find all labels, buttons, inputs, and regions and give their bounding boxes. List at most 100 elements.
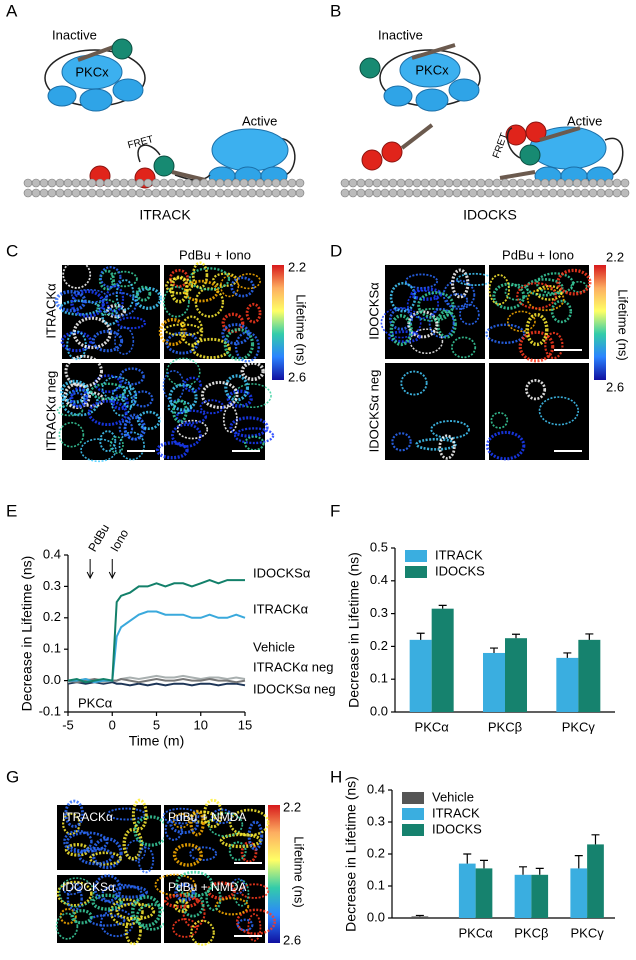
cell-signal — [183, 376, 202, 393]
membrane-bead — [556, 178, 566, 188]
rod — [411, 43, 456, 60]
membrane-bead — [420, 178, 430, 188]
cell-signal — [164, 818, 183, 841]
bar — [483, 652, 505, 712]
membrane-bead — [604, 188, 614, 198]
y-tick-label: 0.0 — [370, 703, 388, 718]
cell-signal — [121, 385, 138, 409]
membrane-bead — [95, 188, 105, 198]
membrane-bead — [524, 188, 534, 198]
cell-signal — [116, 316, 147, 330]
membrane-bead — [348, 178, 358, 188]
membrane-bead — [239, 178, 249, 188]
domain — [383, 85, 413, 107]
membrane-bead — [508, 188, 518, 198]
membrane-bead — [564, 188, 574, 198]
membrane-bead — [55, 188, 65, 198]
cell-signal — [235, 908, 276, 935]
cell-signal — [214, 897, 250, 916]
cell-signal — [172, 843, 203, 867]
membrane-bead — [175, 188, 185, 198]
fret-arrow — [506, 127, 521, 159]
error-bar — [416, 632, 425, 640]
membrane-bead — [396, 188, 406, 198]
cell-signal — [135, 285, 152, 302]
cell-signal — [191, 261, 209, 289]
cell-signal — [538, 396, 580, 426]
row-label: ITRACKα — [43, 283, 58, 339]
series-label: IDOCKSα neg — [253, 681, 336, 696]
cell-signal — [240, 361, 265, 382]
membrane-bead — [159, 178, 169, 188]
cell-signal — [203, 798, 223, 829]
cell-signal — [162, 807, 200, 825]
cell-signal — [446, 293, 469, 308]
panel-letter: E — [6, 501, 17, 520]
membrane-bead — [572, 178, 582, 188]
x-tick-label: PKCβ — [488, 719, 522, 734]
series-label: Vehicle — [253, 639, 295, 654]
cell-signal — [65, 831, 109, 853]
membrane-bead — [580, 188, 590, 198]
cell-signal — [131, 798, 148, 831]
cell-signal — [169, 275, 189, 304]
row-label: ITRACKα neg — [43, 371, 58, 452]
membrane-bead — [183, 178, 193, 188]
bar — [570, 868, 588, 918]
colorbar-label: Lifetime (ns) — [292, 836, 307, 908]
image-label: IDOCKSα — [62, 880, 115, 894]
panel-letter: G — [6, 767, 19, 786]
cell-signal — [55, 912, 79, 940]
colorbar-label: Lifetime (ns) — [294, 294, 309, 366]
membrane-bead — [247, 188, 257, 198]
membrane-bead — [55, 178, 65, 188]
y-tick-label: 0.3 — [370, 605, 388, 620]
membrane-bead — [167, 178, 177, 188]
membrane-bead — [223, 178, 233, 188]
cell-signal — [219, 275, 240, 298]
panel-letter: H — [330, 767, 342, 786]
cell-signal — [113, 885, 148, 899]
micrograph — [489, 363, 589, 460]
membrane-bead — [372, 188, 382, 198]
membrane-bead — [135, 188, 145, 198]
membrane-bead — [295, 178, 305, 188]
arrow-head — [108, 571, 116, 580]
cell-signal — [191, 337, 231, 360]
bar — [531, 874, 549, 918]
cell-signal — [380, 307, 422, 339]
y-tick-label: 0.2 — [370, 638, 388, 653]
membrane-bead — [271, 188, 281, 198]
membrane-bead — [87, 188, 97, 198]
membrane-bead — [47, 188, 57, 198]
label: PKCx — [75, 64, 109, 79]
cell-signal — [226, 389, 253, 408]
treatment-label: PdBu + Iono — [179, 247, 251, 262]
cell-signal — [506, 310, 536, 332]
label: IDOCKS — [463, 207, 517, 223]
y-tick-label: 0.1 — [43, 641, 61, 656]
diagram-b: Inactive PKCx Active FRET IDOCKS — [359, 27, 624, 223]
membrane-bead — [612, 188, 622, 198]
membrane-bead — [207, 188, 217, 198]
rod — [400, 123, 434, 150]
cell-signal — [109, 436, 124, 454]
legend-swatch — [402, 792, 424, 804]
cell-signal — [60, 330, 93, 353]
inset-label: PKCα — [78, 695, 113, 710]
y-tick-label: 0.0 — [43, 672, 61, 687]
domain — [47, 85, 77, 107]
cell-signal — [244, 435, 265, 452]
cell-signal — [71, 288, 107, 304]
error-bar — [415, 914, 424, 917]
cell-signal — [137, 846, 155, 874]
cell-signal — [163, 893, 200, 909]
label: FRET — [127, 134, 155, 151]
cell-signal — [228, 808, 270, 837]
cell-signal — [544, 331, 564, 360]
cell-signal — [96, 299, 118, 316]
y-tick-label: -0.1 — [39, 703, 61, 718]
membrane-bead — [47, 178, 57, 188]
cell-signal — [205, 885, 222, 912]
